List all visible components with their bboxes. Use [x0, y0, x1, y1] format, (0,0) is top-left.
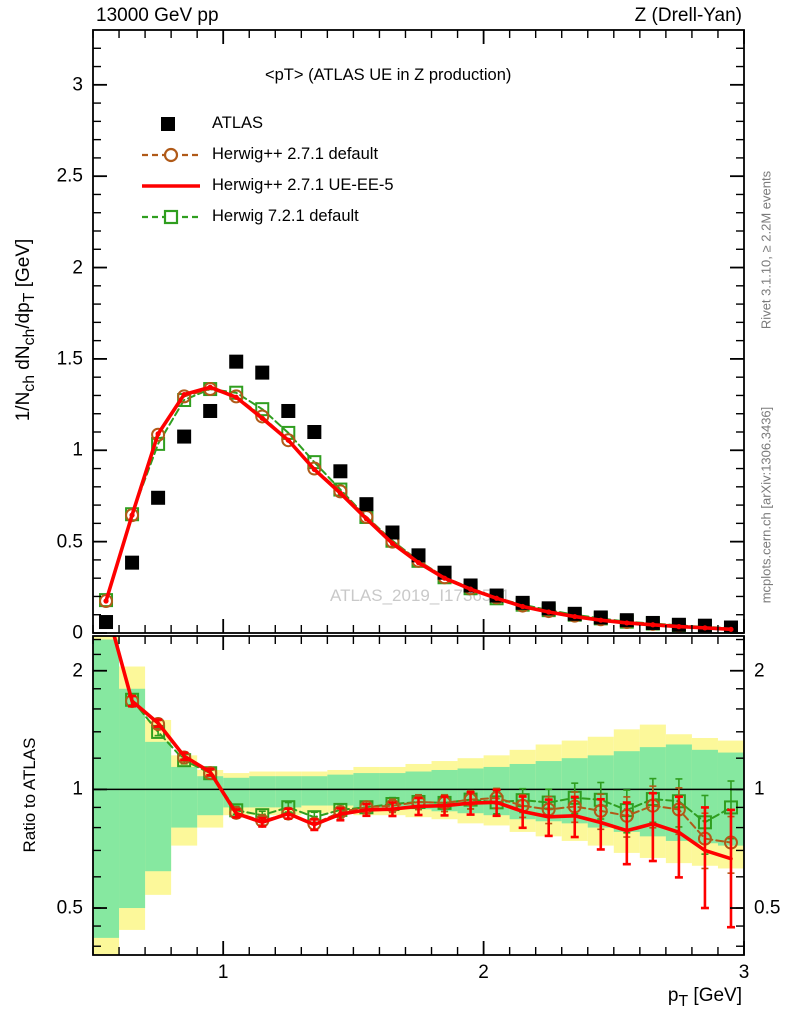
axis-tick-label: 3	[72, 74, 83, 96]
plot-title: <pT> (ATLAS UE in Z production)	[265, 66, 512, 84]
axis-tick-label: 2.5	[56, 165, 83, 187]
header-left: 13000 GeV pp	[96, 5, 219, 26]
axis-tick-label: 2	[478, 962, 489, 983]
legend-marker-herwigpp-ueee5-icon	[142, 184, 200, 188]
y-axis-ratio-label: Ratio to ATLAS	[20, 738, 40, 853]
side-label-mcplots: mcplots.cern.ch [arXiv:1306.3436]	[759, 407, 774, 604]
axis-tick-label: 0	[72, 622, 83, 644]
analysis-watermark: ATLAS_2019_I1736531	[330, 586, 511, 605]
y-axis-ratio-label-text: Ratio to ATLAS	[20, 737, 39, 853]
axis-tick-label: 3	[738, 962, 750, 983]
y-axis-main-label: 1/Nch dNch/dpT [GeV]	[13, 239, 39, 422]
legend-label-0: ATLAS	[212, 114, 264, 132]
axis-tick-label: 0.5	[754, 897, 781, 919]
axis-tick-label: 1	[72, 439, 83, 461]
legend-label-1: Herwig++ 2.7.1 default	[212, 145, 379, 163]
axis-tick-label: 1	[72, 778, 83, 800]
legend-marker-atlas-icon	[161, 117, 175, 131]
legend-marker-herwigpp-default-icon	[142, 147, 200, 163]
axis-tick-label: 2	[72, 660, 83, 682]
axis-tick-label: 0.5	[56, 897, 83, 919]
side-label-rivet: Rivet 3.1.10, ≥ 2.2M events	[759, 171, 774, 329]
axis-tick-label: 2	[754, 660, 765, 682]
y-axis-main-label-text: 1/Nch dNch/dpT [GeV]	[13, 238, 38, 422]
x-axis-label: pT [GeV]	[668, 985, 742, 1011]
legend-label-2: Herwig++ 2.7.1 UE-EE-5	[212, 176, 394, 194]
axis-tick-label: 1	[754, 778, 765, 800]
axis-tick-label: 1	[217, 962, 229, 983]
legend-marker-herwig721-icon	[142, 209, 200, 225]
axis-tick-label: 0.5	[56, 531, 83, 553]
axis-tick-label: 1.5	[56, 348, 83, 370]
axis-tick-label: 2	[72, 257, 83, 279]
header-right: Z (Drell-Yan)	[634, 5, 742, 26]
legend-label-3: Herwig 7.2.1 default	[212, 207, 359, 225]
side-label-rivet-text: Rivet 3.1.10, ≥ 2.2M events	[758, 170, 774, 330]
side-label-mcplots-text: mcplots.cern.ch [arXiv:1306.3436]	[758, 406, 774, 604]
x-axis-label-text: pT [GeV]	[667, 985, 742, 1010]
